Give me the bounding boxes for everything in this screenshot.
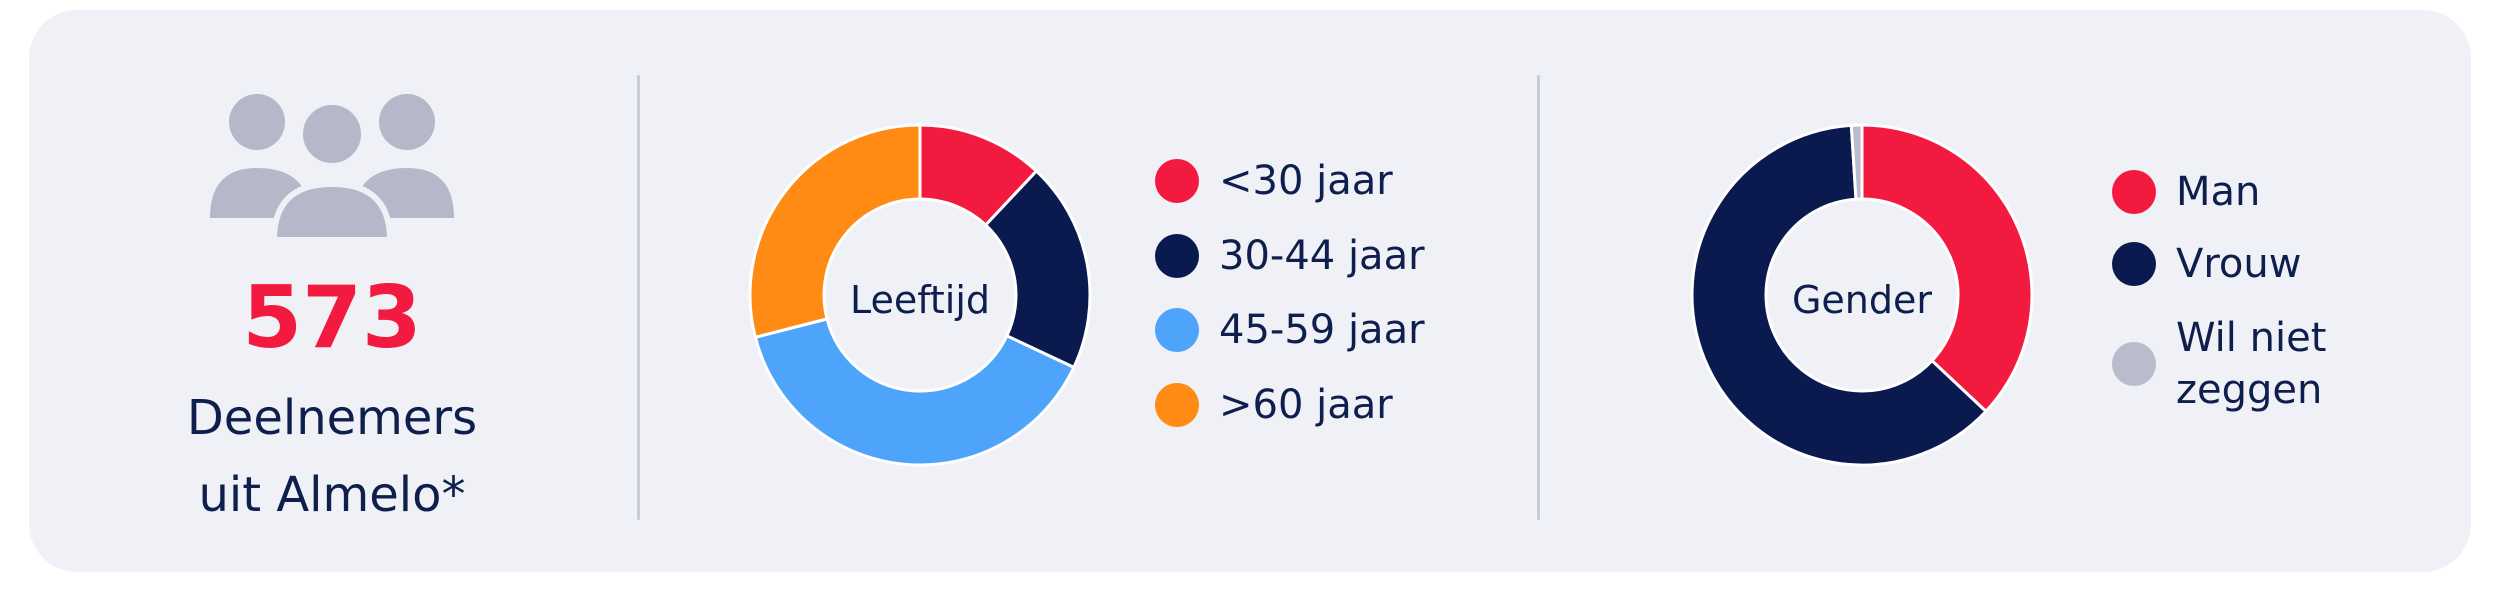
age-donut-chart — [748, 123, 1092, 467]
legend-item-age-2: 30-44 jaar — [1155, 226, 1425, 286]
gender-donut-chart — [1690, 123, 2034, 467]
legend-label-gender-3: Wil niet zeggen — [2176, 312, 2376, 416]
person-head-right — [379, 94, 435, 150]
legend-item-age-4: >60 jaar — [1155, 375, 1393, 435]
legend-label-gender-3-line2: zeggen — [2176, 367, 2323, 413]
person-head-left — [229, 94, 285, 150]
legend-label-gender-3-line1: Wil niet — [2176, 315, 2327, 361]
legend-item-age-3: 45-59 jaar — [1155, 300, 1425, 360]
caption-line-2: uit Almelo* — [198, 467, 466, 523]
legend-label-gender-1: Man — [2176, 169, 2261, 215]
legend-swatch-age-4 — [1155, 383, 1199, 427]
legend-item-age-1: <30 jaar — [1155, 151, 1393, 211]
legend-swatch-gender-2 — [2112, 242, 2156, 286]
gender-donut-slice-3 — [1849, 123, 1864, 201]
age-donut-label: Leeftijd — [849, 278, 991, 322]
legend-swatch-gender-1 — [2112, 170, 2156, 214]
person-body-center — [270, 180, 394, 243]
legend-swatch-age-1 — [1155, 159, 1199, 203]
legend-swatch-age-3 — [1155, 308, 1199, 352]
legend-swatch-gender-3 — [2112, 342, 2156, 386]
divider-right — [1537, 75, 1540, 520]
legend-swatch-age-2 — [1155, 234, 1199, 278]
participant-caption: Deelnemers uit Almelo* — [132, 380, 532, 534]
gender-donut-slice-1 — [1860, 123, 2034, 414]
age-donut-slice-4 — [748, 123, 922, 340]
person-head-center — [297, 99, 367, 169]
age-donut-slice-2 — [983, 168, 1092, 370]
legend-label-age-2: 30-44 jaar — [1219, 233, 1425, 279]
divider-left — [637, 75, 640, 520]
legend-item-gender-1: Man — [2112, 162, 2260, 222]
caption-line-1: Deelnemers — [186, 390, 478, 446]
legend-label-gender-2: Vrouw — [2176, 241, 2302, 287]
legend-label-age-3: 45-59 jaar — [1219, 307, 1425, 353]
gender-donut-label: Gender — [1791, 278, 1933, 322]
legend-label-age-1: <30 jaar — [1219, 158, 1393, 204]
age-donut-slice-3 — [753, 317, 1076, 467]
people-group-icon — [210, 94, 454, 243]
legend-item-gender-2: Vrouw — [2112, 234, 2301, 294]
gender-donut-slice-2 — [1690, 123, 1989, 467]
stats-card — [29, 10, 2471, 572]
participant-count: 573 — [242, 268, 422, 368]
legend-item-gender-3: Wil niet zeggen — [2112, 312, 2376, 416]
legend-label-age-4: >60 jaar — [1219, 382, 1393, 428]
